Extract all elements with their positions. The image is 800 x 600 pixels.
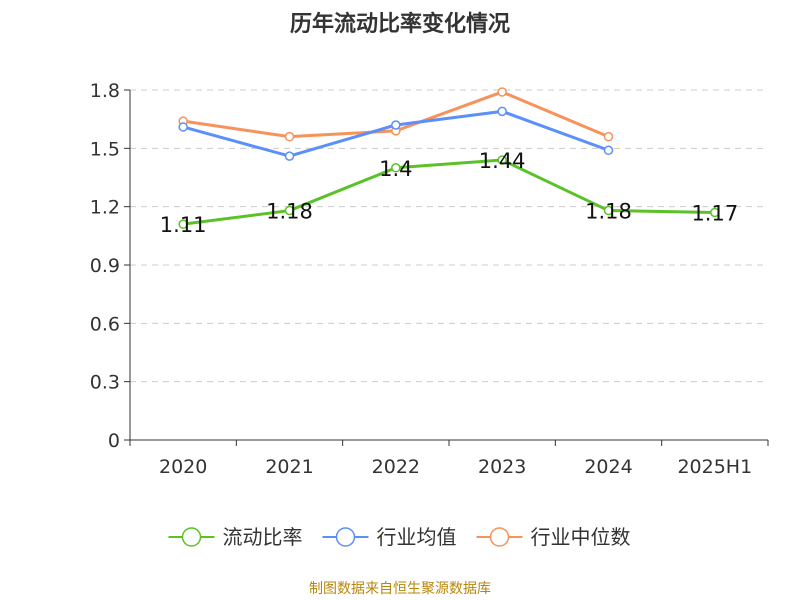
series-line: [182, 158, 715, 226]
data-labels: 1.11 1.18 1.4 1.44 1.18 1.17: [160, 149, 738, 237]
data-label: 1.18: [585, 200, 632, 224]
x-tick-label: 2020: [159, 456, 207, 478]
data-label: 1.44: [479, 149, 526, 173]
data-label: 1.4: [379, 157, 412, 181]
data-point: [603, 131, 614, 142]
data-point: [497, 106, 507, 117]
legend-label: 行业均值: [377, 525, 457, 549]
axes: 0 0.3 0.6 0.9 1.2 1.5 1.8 2020 2021 2022 2023 2024 2…: [90, 80, 769, 478]
grid-lines: [130, 89, 768, 383]
series-lines: [178, 87, 720, 229]
x-tick-label: 2021: [265, 456, 313, 478]
legend: 流动比率 行业均值 行业中位数: [168, 525, 631, 549]
data-point: [603, 205, 614, 216]
legend-label: 行业中位数: [531, 525, 631, 549]
data-label: 1.11: [160, 213, 207, 237]
data-point: [178, 122, 188, 132]
data-point: [497, 87, 507, 97]
y-tick-label: 0.9: [90, 255, 120, 277]
y-tick-label: 1.8: [90, 80, 120, 102]
data-point: [284, 131, 295, 142]
x-tick-label: 2025H1: [677, 456, 752, 478]
data-point: [603, 145, 614, 156]
y-tick-label: 1.5: [90, 138, 120, 160]
legend-marker: [489, 527, 510, 547]
data-point: [284, 151, 295, 161]
data-point: [710, 207, 720, 218]
y-tick-label: 0.3: [90, 372, 120, 394]
legend-label: 流动比率: [223, 525, 303, 549]
data-point: [497, 155, 507, 165]
x-tick-label: 2023: [478, 456, 526, 478]
x-tick-label: 2024: [584, 456, 632, 478]
x-tick-label: 2022: [372, 456, 420, 478]
source-note: 制图数据来自恒生聚源数据库: [309, 581, 491, 597]
data-label: 1.18: [266, 200, 313, 224]
data-point: [391, 163, 401, 173]
legend-marker: [335, 527, 356, 547]
y-tick-label: 1.2: [90, 197, 120, 219]
data-point: [284, 205, 295, 216]
chart-title: 历年流动比率变化情况: [289, 12, 510, 37]
legend-marker: [181, 527, 202, 547]
y-tick-label: 0.6: [90, 313, 120, 335]
data-point: [391, 120, 401, 130]
data-label: 1.17: [691, 202, 738, 226]
data-point: [178, 219, 188, 229]
y-tick-label: 0: [108, 430, 120, 452]
